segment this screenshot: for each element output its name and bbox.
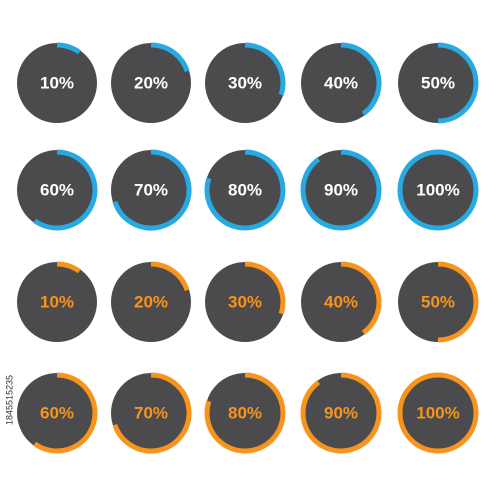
ring-background <box>301 262 381 342</box>
progress-arc <box>150 42 190 73</box>
progress-label: 30% <box>228 292 262 311</box>
ring-background <box>17 43 97 123</box>
progress-label: 40% <box>324 73 358 92</box>
ring-background <box>111 43 191 123</box>
progress-arc <box>300 149 382 231</box>
progress-label: 90% <box>324 180 358 199</box>
progress-label: 70% <box>134 403 168 422</box>
progress-label: 60% <box>40 180 74 199</box>
progress-label: 20% <box>134 292 168 311</box>
ring-background <box>111 262 191 342</box>
progress-label: 100% <box>416 180 459 199</box>
ring-background <box>398 262 478 342</box>
progress-arc <box>340 261 382 335</box>
progress-arc <box>397 372 479 454</box>
ring-background <box>205 373 285 453</box>
progress-label: 30% <box>228 73 262 92</box>
stock-id: 1845515235 <box>4 375 14 425</box>
progress-label: 80% <box>228 403 262 422</box>
progress-arc <box>397 149 479 231</box>
ring-background <box>17 262 97 342</box>
progress-arc <box>150 261 190 292</box>
ring-background <box>111 150 191 230</box>
progress-arc <box>112 372 192 454</box>
ring-background <box>301 150 381 230</box>
ring-background <box>205 150 285 230</box>
progress-arc <box>56 42 81 55</box>
progress-arc <box>437 261 479 343</box>
progress-label: 70% <box>134 180 168 199</box>
progress-arc <box>112 149 192 231</box>
progress-arc <box>300 372 382 454</box>
progress-label: 60% <box>40 403 74 422</box>
progress-arc <box>56 261 81 274</box>
ring-background <box>17 150 97 230</box>
progress-label: 80% <box>228 180 262 199</box>
progress-label: 10% <box>40 73 74 92</box>
ring-background <box>111 373 191 453</box>
progress-label: 20% <box>134 73 168 92</box>
progress-arc <box>33 372 98 454</box>
ring-background <box>17 373 97 453</box>
progress-arc <box>204 149 286 231</box>
progress-label: 10% <box>40 292 74 311</box>
progress-arc <box>244 42 286 96</box>
ring-background <box>398 150 478 230</box>
ring-background <box>398 373 478 453</box>
progress-arc <box>244 261 286 315</box>
progress-arc <box>340 42 382 116</box>
progress-arc <box>33 149 98 231</box>
ring-background <box>301 43 381 123</box>
ring-background <box>398 43 478 123</box>
ring-background <box>205 43 285 123</box>
progress-label: 50% <box>421 73 455 92</box>
progress-label: 50% <box>421 292 455 311</box>
progress-arc <box>204 372 286 454</box>
progress-label: 40% <box>324 292 358 311</box>
progress-label: 90% <box>324 403 358 422</box>
progress-arc <box>437 42 479 124</box>
ring-background <box>301 373 381 453</box>
progress-label: 100% <box>416 403 459 422</box>
ring-background <box>205 262 285 342</box>
